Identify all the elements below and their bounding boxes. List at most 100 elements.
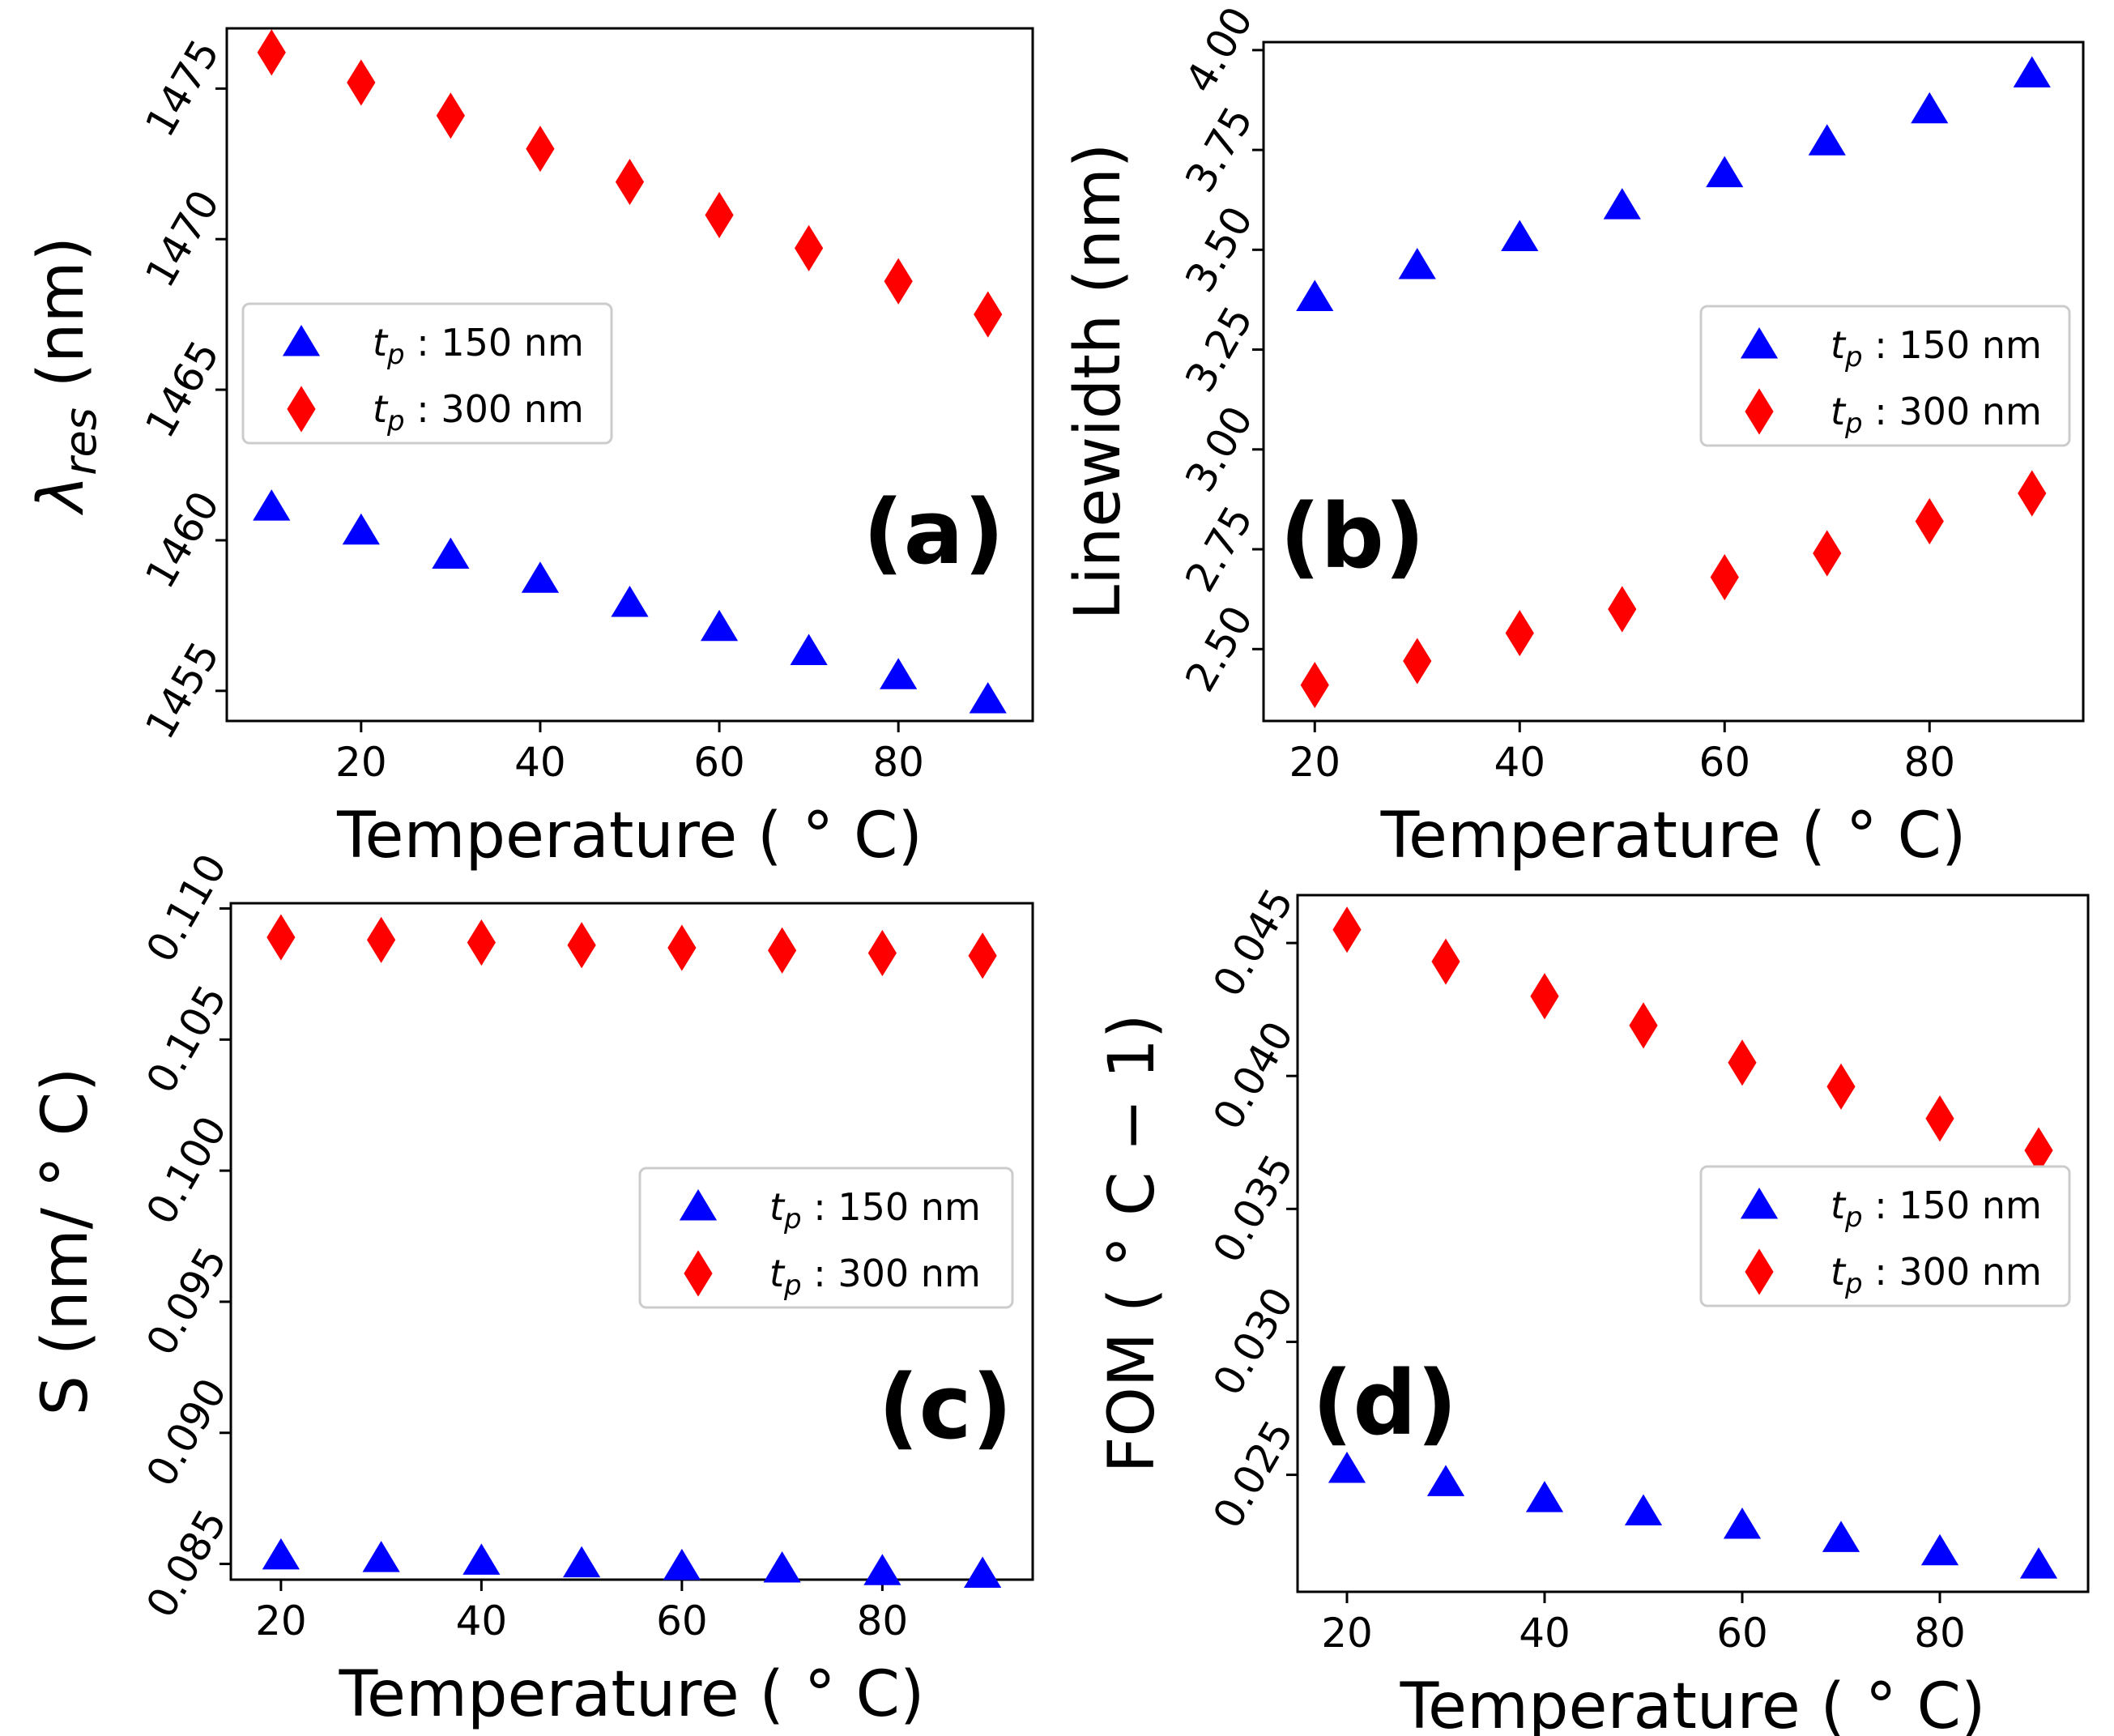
y-axis-title-symbol: λ: [25, 476, 98, 516]
data-point-300nm: [768, 927, 797, 974]
y-axis-title-unit: (nm): [25, 237, 98, 407]
data-point-300nm: [1300, 662, 1329, 709]
legend-var: t: [373, 321, 389, 365]
data-point-300nm: [1728, 1039, 1757, 1086]
x-tick-label: 40: [1494, 739, 1545, 786]
legend-diamond-marker: [684, 1250, 713, 1297]
data-point-150nm: [563, 1546, 601, 1578]
y-tick-label: 1460: [136, 484, 228, 596]
plot-frame: [1262, 41, 2085, 723]
x-tick-label: 60: [693, 739, 745, 786]
legend-triangle-marker: [679, 1189, 718, 1221]
data-point-150nm: [880, 658, 918, 689]
x-tick-label: 40: [456, 1597, 508, 1644]
legend-sub: p: [783, 1203, 802, 1235]
data-point-300nm: [367, 916, 396, 963]
legend-sub: p: [1844, 1268, 1863, 1300]
y-tick-label: 3.50: [1176, 198, 1262, 300]
legend-diamond-marker: [287, 386, 316, 433]
plot-frame: [229, 902, 1034, 1581]
x-tick-label: 80: [1914, 1610, 1966, 1657]
legend-box: [1699, 1165, 2071, 1307]
data-point-300nm: [1925, 1095, 1954, 1142]
legend-var: t: [1831, 323, 1847, 367]
data-point-150nm: [790, 633, 828, 665]
legend-var: t: [1831, 1184, 1847, 1227]
legend-rest: : 300 nm: [1863, 1250, 2042, 1294]
data-point-150nm: [1920, 1533, 1959, 1566]
data-point-150nm: [262, 1538, 300, 1570]
data-point-150nm: [1296, 279, 1334, 311]
data-point-150nm: [700, 609, 739, 642]
data-point-150nm: [1624, 1494, 1663, 1526]
data-point-300nm: [1608, 586, 1637, 633]
legend-rest: : 300 nm: [405, 387, 584, 431]
data-point-150nm: [362, 1541, 400, 1572]
legend-sub: p: [1844, 1201, 1863, 1234]
data-point-150nm: [432, 537, 470, 569]
y-axis-title: S (nm/ ° C): [29, 1068, 102, 1416]
x-axis-title: Temperature ( ° C): [336, 800, 923, 872]
y-tick-label: 1465: [136, 333, 228, 446]
data-point-150nm: [663, 1548, 701, 1580]
data-point-150nm: [763, 1551, 801, 1583]
data-point-150nm: [2013, 56, 2051, 87]
x-tick-label: 80: [1903, 739, 1955, 786]
y-tick-label: 3.75: [1176, 99, 1262, 200]
x-tick-label: 60: [656, 1597, 708, 1644]
data-point-300nm: [257, 29, 286, 76]
legend-sub: p: [386, 405, 405, 437]
data-point-300nm: [667, 924, 697, 971]
data-point-150nm: [1603, 188, 1641, 220]
data-point-150nm: [964, 1556, 1002, 1589]
y-axis-title-subscript: res: [55, 407, 106, 476]
y-tick-label: 1475: [136, 32, 228, 144]
x-tick-label: 20: [335, 739, 387, 786]
x-axis-title: Temperature ( ° C): [339, 1658, 925, 1731]
data-point-150nm: [521, 561, 560, 593]
x-tick-label: 40: [514, 739, 566, 786]
legend-entry-label: tp : 300 nm: [373, 387, 584, 437]
legend-var: t: [1831, 1250, 1847, 1294]
legend-rest: : 300 nm: [1863, 390, 2042, 433]
data-point-300nm: [1813, 530, 1842, 577]
data-point-300nm: [2024, 1127, 2053, 1174]
legend-triangle-marker: [1740, 1188, 1779, 1219]
legend-entry-label: tp : 150 nm: [1831, 1184, 2042, 1234]
legend-box: [1699, 305, 2071, 447]
data-point-300nm: [1403, 638, 1432, 685]
legend-box: [638, 1167, 1014, 1309]
y-axis-title: Linewidth (nm): [1062, 143, 1135, 621]
data-point-150nm: [1398, 248, 1436, 279]
legend-box: [241, 302, 613, 445]
y-tick-label: 2.50: [1176, 598, 1262, 699]
x-tick-label: 80: [872, 739, 924, 786]
panel-label: (a): [863, 480, 1004, 584]
panel-label: (b): [1280, 484, 1425, 588]
y-tick-label: 3.25: [1176, 298, 1262, 399]
legend-entry-label: tp : 300 nm: [1831, 1250, 2042, 1300]
data-point-300nm: [467, 919, 496, 966]
plot-frame: [225, 27, 1034, 723]
data-point-300nm: [968, 932, 997, 979]
legend-triangle-marker: [1740, 327, 1779, 359]
legend-entry-label: tp : 150 nm: [769, 1185, 981, 1235]
panel-d: 20 40 60 800.0250.0300.0350.0400.045Tempera…: [1096, 881, 2090, 1736]
data-point-150nm: [1822, 1521, 1860, 1552]
data-point-300nm: [266, 914, 296, 961]
data-point-150nm: [1723, 1507, 1762, 1539]
legend-diamond-marker: [1745, 388, 1774, 435]
data-point-150nm: [863, 1554, 901, 1585]
data-point-150nm: [2019, 1547, 2058, 1579]
x-tick-label: 20: [1289, 739, 1340, 786]
x-tick-label: 80: [857, 1597, 909, 1644]
data-point-300nm: [347, 59, 376, 106]
x-axis-title: Temperature ( ° C): [1380, 800, 1967, 872]
legend-var: t: [769, 1185, 786, 1229]
panel-label: (d): [1312, 1351, 1457, 1455]
data-point-150nm: [1706, 156, 1744, 188]
